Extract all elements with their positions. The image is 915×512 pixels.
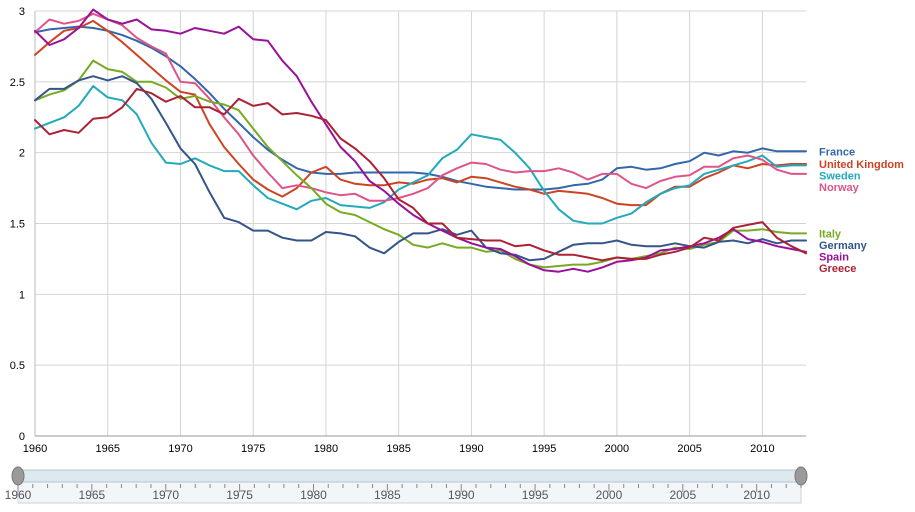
y-tick-label: 0.5 [10,360,25,372]
y-tick-label: 1.5 [10,219,25,231]
slider-year-label: 1970 [152,488,179,502]
axis-layer: 0 0.5 1 1.5 2 2.5 3 1960 1965 1970 1975 1980 1985 199… [10,6,806,455]
x-tick-label: 1965 [95,443,119,455]
legend-label-united-kingdom: United Kingdom [819,159,904,171]
x-tick-label: 1980 [314,443,338,455]
slider-year-label: 2010 [743,488,770,502]
legend-label-greece: Greece [819,263,856,275]
legend-label-france: France [819,146,855,158]
series-line-italy[interactable] [34,59,807,269]
slider-year-label: 1990 [448,488,475,502]
slider-range-bar[interactable] [17,469,802,483]
slider-year-label: 2000 [596,488,623,502]
x-tick-label: 2005 [677,443,701,455]
series-line-greece[interactable] [34,87,807,262]
slider-year-label: 2005 [669,488,696,502]
slider-year-label: 1960 [5,488,32,502]
slider-end-handle[interactable] [794,466,808,486]
y-tick-label: 1 [19,289,25,301]
slider-start-handle[interactable] [11,466,25,486]
x-tick-label: 1975 [241,443,265,455]
y-tick-label: 3 [19,6,25,18]
legend-label-spain: Spain [819,251,849,263]
grid-layer [34,10,806,437]
series-layer [34,8,807,273]
legend-label-norway: Norway [819,182,860,194]
y-tick-label: 2.5 [10,77,25,89]
x-tick-label: 1985 [386,443,410,455]
legend-label-sweden: Sweden [819,171,861,183]
x-tick-label: 2000 [605,443,629,455]
x-tick-label: 2010 [750,443,774,455]
series-line-france[interactable] [34,25,807,191]
x-tick-label: 1990 [459,443,483,455]
x-tick-label: 1995 [532,443,556,455]
x-tick-label: 1970 [168,443,192,455]
time-range-slider[interactable]: 1960 1965 1970 1975 1980 1985 1990 1995 2000 2005… [5,466,808,504]
slider-year-label: 1995 [522,488,549,502]
slider-year-label: 1980 [300,488,327,502]
slider-year-label: 1965 [79,488,106,502]
series-line-germany[interactable] [34,75,807,262]
y-tick-label: 0 [19,431,25,443]
legend-label-germany: Germany [819,240,868,252]
x-tick-label: 1960 [23,443,47,455]
slider-year-label: 1985 [374,488,401,502]
y-tick-label: 2 [19,148,25,160]
slider-year-label: 1975 [226,488,253,502]
series-line-spain[interactable] [34,8,807,273]
legend-label-italy: Italy [819,228,842,240]
series-line-sweden[interactable] [34,85,807,225]
series-line-norway[interactable] [34,12,807,202]
